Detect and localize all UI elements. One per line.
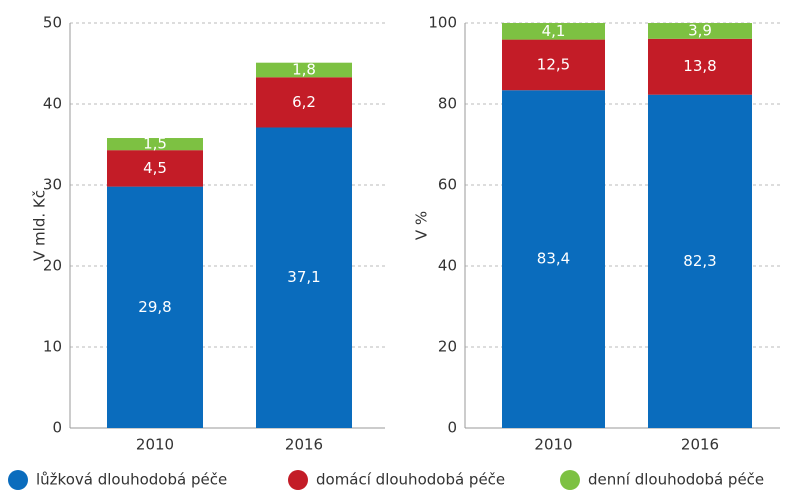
y-tick-label: 50	[43, 14, 62, 32]
x-tick-label: 2016	[285, 436, 323, 454]
y-tick-label: 20	[438, 338, 457, 356]
y-tick-label: 0	[447, 419, 457, 437]
x-tick-label: 2016	[681, 436, 719, 454]
bar-segment	[648, 38, 752, 95]
y-tick-label: 20	[43, 257, 62, 275]
y-tick-label: 60	[438, 176, 457, 194]
y-tick-label: 10	[43, 338, 62, 356]
bar-segment	[648, 94, 752, 428]
value-label: 1,8	[292, 60, 316, 78]
y-tick-label: 0	[52, 419, 62, 437]
bar-segment	[648, 23, 752, 39]
bar-segment	[256, 62, 352, 78]
y-tick-label: 30	[43, 176, 62, 194]
value-label: 82,3	[683, 252, 716, 270]
y-tick-label: 40	[438, 257, 457, 275]
legend-swatch	[8, 470, 28, 490]
value-label: 83,4	[537, 250, 570, 268]
y-axis-label: V mld. Kč	[31, 190, 49, 261]
bar-segment	[107, 186, 203, 428]
bar-segment	[502, 90, 605, 428]
value-label: 6,2	[292, 93, 316, 111]
bar-segment	[107, 150, 203, 187]
value-label: 3,9	[688, 21, 712, 39]
value-label: 37,1	[287, 268, 320, 286]
bar-segment	[502, 23, 605, 40]
value-label: 1,5	[143, 135, 167, 153]
value-label: 13,8	[683, 57, 716, 75]
y-tick-label: 40	[43, 95, 62, 113]
value-label: 4,1	[542, 22, 566, 40]
x-tick-label: 2010	[136, 436, 174, 454]
y-tick-label: 100	[428, 14, 457, 32]
bar-segment	[256, 127, 352, 429]
y-axis-label: V %	[413, 211, 431, 240]
value-label: 29,8	[138, 298, 171, 316]
legend-swatch	[560, 470, 580, 490]
legend-swatch	[288, 470, 308, 490]
legend-label: domácí dlouhodobá péče	[316, 471, 505, 489]
bar-segment	[107, 138, 203, 151]
x-tick-label: 2010	[534, 436, 572, 454]
value-label: 4,5	[143, 159, 167, 177]
value-label: 12,5	[537, 55, 570, 73]
bar-segment	[502, 39, 605, 91]
legend-label: lůžková dlouhodobá péče	[36, 471, 227, 489]
y-tick-label: 80	[438, 95, 457, 113]
legend-label: denní dlouhodobá péče	[588, 471, 764, 489]
bar-segment	[256, 77, 352, 128]
